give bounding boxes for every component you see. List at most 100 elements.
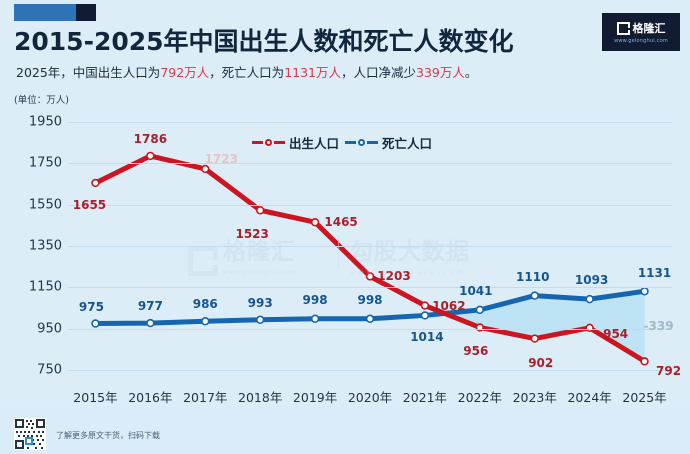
subtitle-highlight-3: 1131万人 [284,65,341,80]
x-axis-tick-3: 2018年 [238,390,283,405]
data-point-birth-4[interactable] [310,218,320,227]
y-axis-tick-1750: 1750 [28,155,62,171]
accent-bar [14,4,96,21]
subtitle-text-2: ，死亡人口为 [209,65,285,80]
qr-code[interactable] [14,418,46,450]
annotation-net-change-2025: -339 [643,319,674,334]
data-point-birth-2[interactable] [201,164,210,174]
x-axis-tick-9: 2024年 [567,390,612,405]
legend-item-birth[interactable]: 出生人口 [252,133,339,152]
value-label-death-8: 1110 [516,269,550,284]
legend-label-death: 死亡人口 [382,136,433,151]
y-axis-tick-1550: 1550 [28,197,62,213]
data-point-death-2[interactable] [201,317,210,326]
g-logo-icon [616,21,630,35]
gridline-1550 [68,204,672,206]
y-axis-tick-1150: 1150 [28,279,62,295]
data-point-birth-6[interactable] [420,301,430,310]
subtitle-text-6: 。 [464,65,478,80]
value-label-birth-2: 1723 [204,151,238,166]
subtitle-text-4: ，人口净减少 [341,65,417,80]
brand-logo[interactable]: 格隆汇 www.gelonghui.com [602,13,680,51]
value-label-death-6: 1014 [410,330,444,345]
y-axis-tick-950: 950 [37,321,62,337]
data-point-death-10[interactable] [640,287,649,296]
gridline-1750 [68,163,672,165]
chart-plot-area: 750 950 1150 1350 1550 1750 1950 2015年 2016年 2017… [0,100,690,406]
x-axis-tick-6: 2021年 [402,390,448,405]
value-label-birth-8: 902 [528,355,554,370]
y-axis-tick-750: 750 [37,362,62,378]
legend-line-birth [252,141,263,144]
data-point-birth-10[interactable] [640,357,649,366]
gridline-1150 [68,287,672,289]
data-point-birth-0[interactable] [91,178,100,188]
brand-name: 格隆汇 [632,22,666,35]
value-label-birth-3: 1523 [235,227,269,242]
y-axis-tick-1950: 1950 [28,114,62,130]
value-label-birth-7: 956 [463,344,489,359]
qr-code-icon [14,418,46,450]
subtitle-highlight-1: 792万人 [160,65,210,80]
legend-line-death [345,141,357,144]
gridline-950 [68,328,672,330]
gridline-750 [68,370,672,371]
legend-item-death[interactable]: 死亡人口 [345,133,432,152]
x-axis-tick-4: 2019年 [292,390,338,405]
value-label-death-5: 998 [357,292,383,307]
subtitle-summary: 2025年，中国出生人口为792万人，死亡人口为1131万人，人口净减少339万… [16,62,477,81]
data-point-birth-3[interactable] [255,206,265,215]
value-label-death-4: 998 [302,292,328,307]
data-point-death-1[interactable] [146,318,155,328]
value-label-death-2: 986 [192,297,218,312]
brand-url: www.gelonghui.com [614,38,668,44]
x-axis-tick-2: 2017年 [183,390,228,405]
data-point-birth-8[interactable] [530,334,539,343]
data-point-death-5[interactable] [365,314,375,323]
data-point-birth-1[interactable] [146,151,155,161]
footer-note: 了解更多原文干货，扫码下载 [56,431,160,440]
unit-note: (单位：万人) [14,95,69,106]
page-title: 2015-2025年中国出生人数和死亡人数变化 [14,27,514,56]
data-point-death-7[interactable] [475,305,485,315]
data-point-death-9[interactable] [585,294,594,304]
value-label-birth-1: 1786 [133,131,168,146]
value-label-death-3: 993 [247,295,273,310]
data-point-death-3[interactable] [255,315,265,324]
legend-line-death-2 [367,141,379,144]
value-label-death-7: 1041 [459,283,493,298]
y-axis-tick-1350: 1350 [28,238,62,254]
data-point-death-0[interactable] [91,319,100,328]
value-label-death-1: 977 [137,299,163,314]
value-label-birth-5: 1203 [377,269,411,284]
chart-legend: 出生人口 死亡人口 [252,133,432,152]
subtitle-text-0: 2025年，中国出生人口为 [16,65,161,80]
legend-dot-death [358,139,366,146]
legend-line-birth-2 [274,141,285,144]
value-label-birth-0: 1655 [72,197,107,212]
x-axis-tick-5: 2020年 [347,390,393,405]
gridline-1950 [68,122,672,123]
legend-label-birth: 出生人口 [289,136,340,151]
x-axis-tick-10: 2025年 [622,390,667,405]
value-label-birth-10: 792 [656,364,682,379]
data-point-death-6[interactable] [420,311,430,320]
value-label-birth-9: 954 [603,326,629,341]
chart-svg [91,151,649,366]
subtitle-highlight-5: 339万人 [416,65,465,80]
accent-bar-dark [76,4,96,21]
value-label-death-10: 1131 [637,266,672,281]
data-point-death-4[interactable] [310,314,320,323]
x-axis-tick-8: 2023年 [512,390,557,405]
data-point-death-8[interactable] [530,291,539,300]
x-axis-tick-1: 2016年 [128,390,173,405]
x-axis-tick-7: 2022年 [457,390,502,405]
gridline-1350 [68,246,672,247]
data-point-birth-5[interactable] [365,272,375,281]
value-label-birth-6: 1062 [432,298,466,313]
value-label-death-9: 1093 [574,273,609,288]
data-point-birth-7[interactable] [475,323,485,332]
value-label-birth-4: 1465 [324,215,358,230]
legend-dot-birth [265,139,272,146]
